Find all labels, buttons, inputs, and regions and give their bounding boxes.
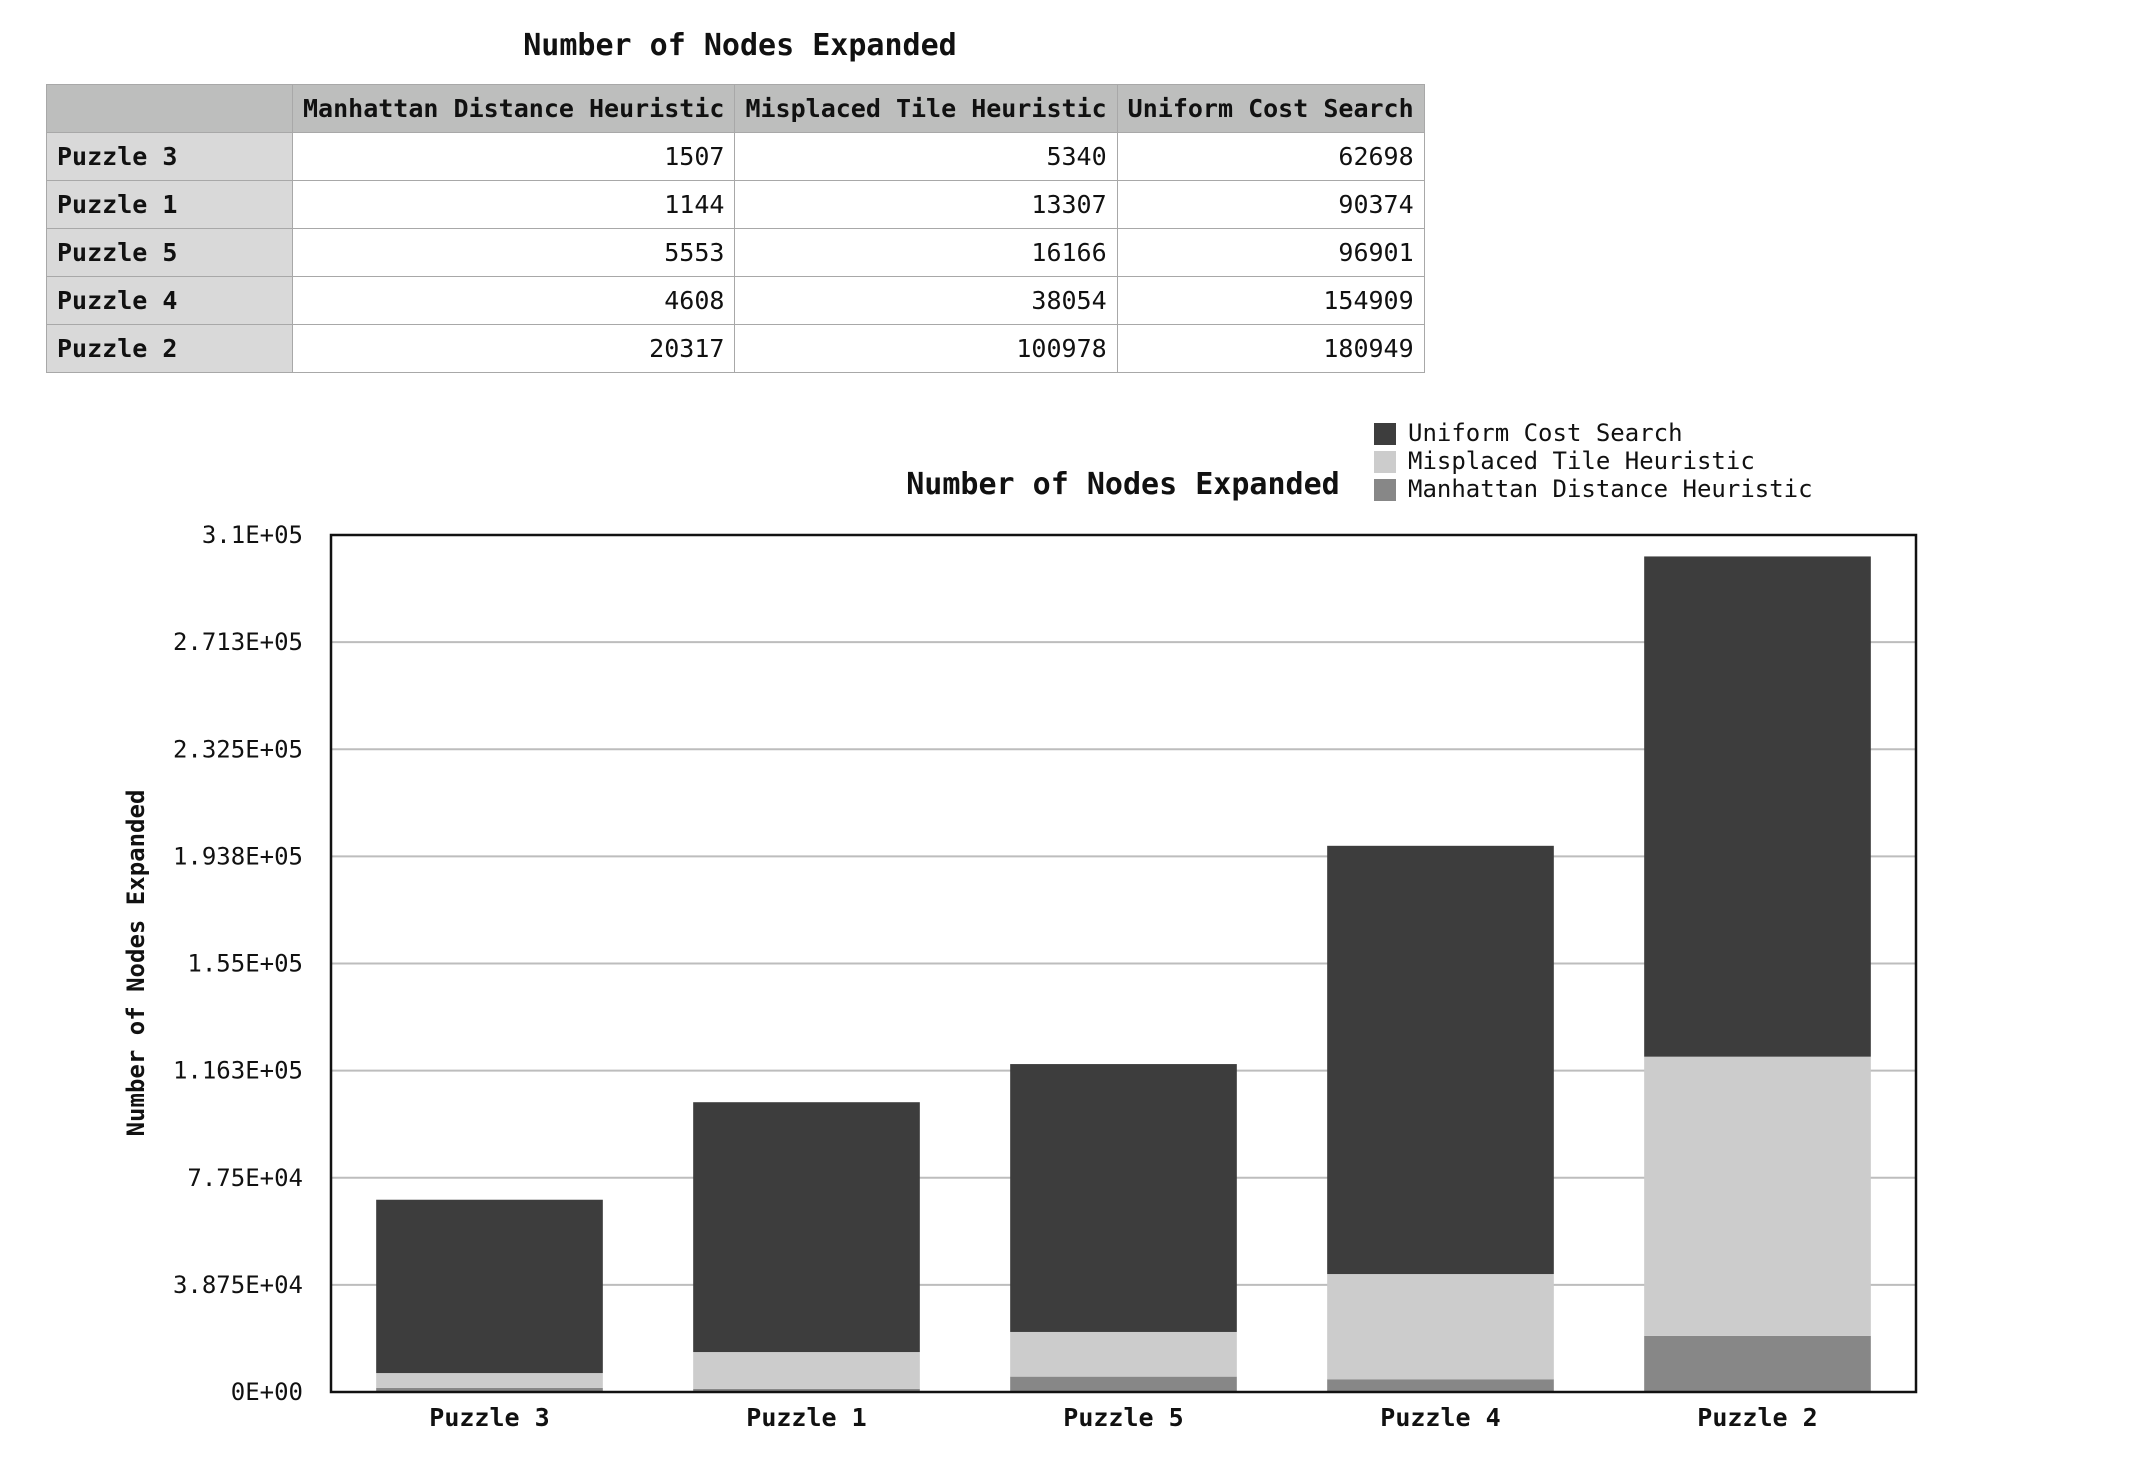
table-corner-cell (46, 84, 293, 133)
bar-segment (1010, 1064, 1237, 1332)
x-tick-labels: Puzzle 3 Puzzle 1 Puzzle 5 Puzzle 4 Puzzle 2 (429, 1403, 1817, 1432)
bar-segment (693, 1388, 920, 1392)
x-tick-label: Puzzle 4 (1380, 1403, 1500, 1432)
bar-segment (1327, 845, 1554, 1275)
table-header-row: Manhattan Distance Heuristic Misplaced T… (46, 84, 1425, 133)
bar-segment (1644, 1335, 1871, 1392)
bar-segment (1010, 1376, 1237, 1392)
y-tick-label: 3.1E+05 (202, 521, 303, 549)
table-cell: 90374 (1116, 180, 1425, 229)
table-cell: 20317 (291, 324, 736, 373)
y-tick-label: 1.163E+05 (173, 1057, 303, 1085)
table-cell: 100978 (734, 324, 1118, 373)
table-cell: 154909 (1116, 276, 1425, 325)
bar-segment (1327, 1379, 1554, 1392)
x-tick-label: Puzzle 2 (1697, 1403, 1817, 1432)
y-tick-label: 7.75E+04 (187, 1164, 303, 1192)
legend-label: Manhattan Distance Heuristic (1408, 475, 1813, 503)
table-row: Puzzle 2 20317 100978 180949 (46, 324, 1425, 373)
chart-title: Number of Nodes Expanded (906, 467, 1339, 502)
row-label: Puzzle 4 (46, 276, 293, 325)
table-row: Puzzle 5 5553 16166 96901 (46, 228, 1425, 277)
plot-frame (329, 533, 1918, 1394)
bar-segment (1644, 556, 1871, 1057)
bar-segment (693, 1352, 920, 1389)
table-cell: 62698 (1116, 132, 1425, 181)
bar-segment (376, 1199, 603, 1374)
row-label: Puzzle 1 (46, 180, 293, 229)
table-row: Puzzle 1 1144 13307 90374 (46, 180, 1425, 229)
x-tick-label: Puzzle 1 (746, 1403, 866, 1432)
bar-segment (376, 1373, 603, 1388)
legend-label: Uniform Cost Search (1408, 419, 1683, 447)
table-row: Puzzle 4 4608 38054 154909 (46, 276, 1425, 325)
stacked-bar-chart: Number of Nodes Expanded Number of Nodes… (122, 419, 1918, 1432)
y-tick-label: 2.713E+05 (173, 628, 303, 656)
bar-segment (1010, 1331, 1237, 1377)
row-label: Puzzle 2 (46, 324, 293, 373)
table-cell: 5340 (734, 132, 1118, 181)
y-axis-label: Number of Nodes Expanded (122, 790, 150, 1137)
row-label: Puzzle 5 (46, 228, 293, 277)
legend-swatch (1374, 451, 1396, 473)
table-cell: 13307 (734, 180, 1118, 229)
x-tick-label: Puzzle 5 (1063, 1403, 1183, 1432)
legend-swatch (1374, 423, 1396, 445)
bars (376, 556, 1871, 1392)
x-tick-label: Puzzle 3 (429, 1403, 549, 1432)
table-title: Number of Nodes Expanded (523, 28, 957, 63)
y-tick-label: 3.875E+04 (173, 1271, 303, 1299)
table-cell: 5553 (291, 228, 736, 277)
table-cell: 180949 (1116, 324, 1425, 373)
column-header-ucs: Uniform Cost Search (1116, 84, 1425, 133)
table-row: Puzzle 3 1507 5340 62698 (46, 132, 1425, 181)
table-cell: 1507 (291, 132, 736, 181)
row-label: Puzzle 3 (46, 132, 293, 181)
column-header-misplaced: Misplaced Tile Heuristic (734, 84, 1118, 133)
bar-segment (376, 1387, 603, 1392)
table-cell: 38054 (734, 276, 1118, 325)
y-tick-label: 2.325E+05 (173, 735, 303, 763)
y-tick-label: 1.938E+05 (173, 842, 303, 870)
bar-segment (1644, 1056, 1871, 1336)
table-cell: 16166 (734, 228, 1118, 277)
table-cell: 4608 (291, 276, 736, 325)
bar-segment (693, 1102, 920, 1353)
data-table: Manhattan Distance Heuristic Misplaced T… (46, 84, 1425, 373)
table-cell: 96901 (1116, 228, 1425, 277)
legend-label: Misplaced Tile Heuristic (1408, 447, 1755, 475)
y-tick-label: 0E+00 (231, 1378, 303, 1406)
y-tick-labels: 0E+00 3.875E+04 7.75E+04 1.163E+05 1.55E+05 1… (173, 521, 303, 1406)
bar-segment (1327, 1274, 1554, 1380)
column-header-manhattan: Manhattan Distance Heuristic (291, 84, 736, 133)
legend-swatch (1374, 479, 1396, 501)
table-cell: 1144 (291, 180, 736, 229)
y-tick-label: 1.55E+05 (187, 950, 303, 978)
